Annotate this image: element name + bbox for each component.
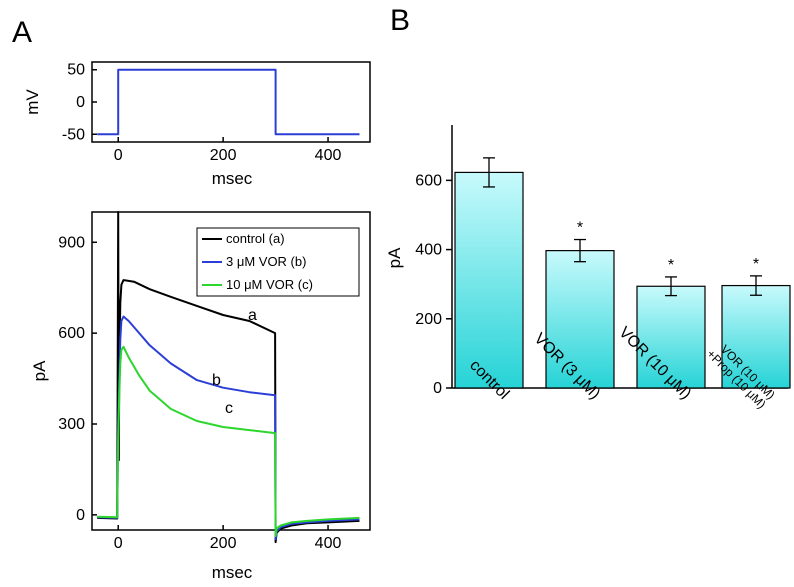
panel-a-top-axes: 0 200 400 -50 0 50 (62, 62, 342, 164)
panel-a-letter: A (12, 16, 32, 49)
a-bot-ytick-label-2: 600 (58, 325, 85, 342)
legend-label-10um: 10 μM VOR (c) (226, 277, 313, 292)
panel-a-bottom-axes: 0 200 400 0 300 600 900 (58, 234, 341, 552)
a-bot-xtick-label-0: 0 (114, 535, 123, 552)
panel-b-letter: B (390, 4, 410, 37)
panel-a-bottom-chart: 0 200 400 0 300 600 900 pA msec control (a) 3 … (30, 211, 371, 582)
a-bot-ytick-label-3: 900 (58, 234, 85, 251)
a-bot-ytick-label-0: 0 (76, 507, 85, 524)
panel-a-bottom-xlabel: msec (212, 563, 253, 582)
panel-a-bottom-series (97, 211, 360, 544)
panel-a-top-frame (91, 61, 371, 143)
a-bot-xtick-label-1: 200 (210, 535, 237, 552)
legend-box (196, 227, 360, 297)
a-bot-ytick-label-1: 300 (58, 416, 85, 433)
a-bot-xtick-label-2: 400 (315, 535, 342, 552)
panel-a-top-chart: 0 200 400 -50 0 50 mV msec (23, 61, 371, 188)
a-bot-series-1 (97, 315, 360, 541)
trace-label-c: c (225, 400, 233, 417)
legend-label-control: control (a) (226, 231, 285, 246)
legend-label-3um: 3 μM VOR (b) (226, 254, 306, 269)
a-top-xtick-label-1: 200 (210, 147, 237, 164)
b-ytick-label-1: 200 (415, 311, 442, 328)
panel-a-top-ylabel: mV (23, 89, 42, 115)
a-top-xtick-label-0: 0 (114, 147, 123, 164)
b-ytick-label-0: 0 (433, 380, 442, 397)
panel-a-bottom-frame (91, 211, 371, 531)
a-top-ytick-label-1: 0 (76, 94, 85, 111)
a-top-xtick-label-2: 400 (315, 147, 342, 164)
a-bot-series-2 (97, 345, 360, 538)
panel-a-top-xlabel: msec (212, 169, 253, 188)
panel-a-bottom-ylabel: pA (30, 360, 49, 381)
legend: control (a) 3 μM VOR (b) 10 μM VOR (c) (196, 227, 360, 297)
b-ytick-label-3: 600 (415, 172, 442, 189)
bar-2 (636, 285, 706, 389)
panel-b-chart: 0 200 400 600 control*VOR (3 μM)*VOR (10 μM… (385, 125, 791, 411)
significance-star-3: * (753, 256, 759, 273)
a-top-ytick-label-0: -50 (62, 126, 85, 143)
significance-star-2: * (668, 257, 674, 274)
bar-1 (545, 250, 615, 389)
panel-b-ylabel: pA (385, 247, 404, 268)
panel-b-axes: 0 200 400 600 (415, 172, 452, 397)
b-ytick-label-2: 400 (415, 242, 442, 259)
trace-label-a: a (248, 307, 257, 324)
a-top-series-0 (97, 68, 360, 136)
trace-label-b: b (212, 372, 221, 389)
bar-0 (454, 171, 524, 389)
a-top-ytick-label-2: 50 (67, 62, 85, 79)
panel-b-bars: control*VOR (3 μM)*VOR (10 μM)*VOR (10 μ… (454, 157, 791, 411)
panel-a-top-series (97, 68, 360, 136)
significance-star-1: * (577, 220, 583, 237)
